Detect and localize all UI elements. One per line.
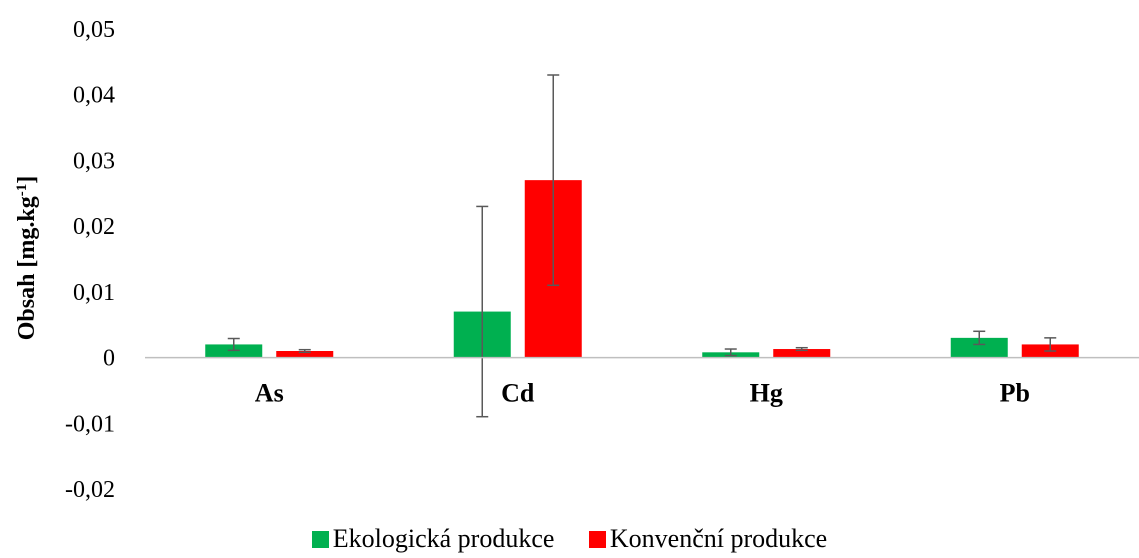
bar-hg-konvencni xyxy=(773,349,831,358)
y-tick-label: 0 xyxy=(103,346,115,372)
legend-label-konvencni: Konvenční produkce xyxy=(609,524,828,553)
legend-label-ekologicka: Ekologická produkce xyxy=(332,524,555,553)
legend-item-ekologicka: Ekologická produkce xyxy=(311,524,555,554)
y-axis-label: Obsah [mg.kg-1] xyxy=(14,176,40,341)
legend: Ekologická produkce Konvenční produkce xyxy=(0,524,1139,555)
y-axis-ticks: -0,02 -0,01 0 0,01 0,02 0,03 0,04 0,05 xyxy=(65,17,115,503)
legend-swatch-konvencni xyxy=(588,530,606,548)
category-label-pb: Pb xyxy=(1000,379,1030,408)
y-tick-label: 0,01 xyxy=(73,280,115,306)
y-tick-label: 0,02 xyxy=(73,214,115,240)
bar-pb-ekologicka xyxy=(950,337,1008,358)
y-tick-label: -0,02 xyxy=(65,477,115,503)
bars xyxy=(205,180,1079,358)
error-bars xyxy=(227,74,1057,418)
bar-as-konvencni xyxy=(276,351,334,358)
y-tick-label: 0,04 xyxy=(73,83,115,109)
y-tick-label: -0,01 xyxy=(65,411,115,437)
category-label-cd: Cd xyxy=(501,379,535,408)
category-labels: As Cd Hg Pb xyxy=(255,379,1030,408)
category-label-hg: Hg xyxy=(750,379,783,408)
legend-item-konvencni: Konvenční produkce xyxy=(588,524,828,554)
y-tick-label: 0,05 xyxy=(73,17,115,43)
legend-swatch-ekologicka xyxy=(311,530,329,548)
y-tick-label: 0,03 xyxy=(73,148,115,174)
category-label-as: As xyxy=(255,379,284,408)
